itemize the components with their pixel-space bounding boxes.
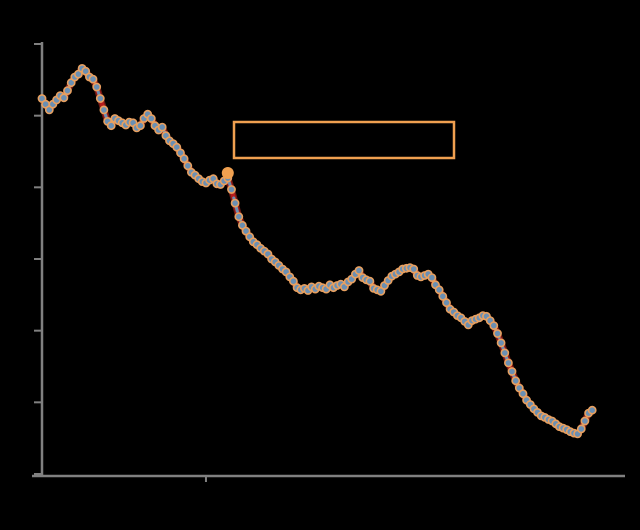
data-point-54 <box>234 212 244 222</box>
data-point-90 <box>365 276 375 286</box>
data-point-111 <box>442 298 451 308</box>
data-point-16 <box>95 94 105 103</box>
data-point-6 <box>59 93 69 103</box>
data-point-149 <box>580 416 590 426</box>
data-point-128 <box>503 358 513 368</box>
data-point-33 <box>157 122 167 132</box>
data-point-40 <box>183 161 193 171</box>
data-point-151 <box>587 405 597 415</box>
series-markers <box>37 64 597 439</box>
data-point-107 <box>427 273 437 282</box>
data-point-124 <box>489 321 499 330</box>
data-point-127 <box>500 348 510 358</box>
data-point-14 <box>88 74 98 84</box>
data-point-39 <box>179 154 189 164</box>
data-point-109 <box>434 285 444 295</box>
axes <box>32 42 625 482</box>
data-point-17 <box>99 105 109 115</box>
data-point-87 <box>354 266 364 275</box>
annotation-box <box>232 120 456 160</box>
highlight-point <box>221 167 234 179</box>
highlight-group <box>221 167 234 179</box>
data-point-125 <box>493 329 502 338</box>
data-point-129 <box>507 367 517 376</box>
data-point-15 <box>92 82 102 92</box>
data-point-52 <box>227 185 236 194</box>
data-point-130 <box>511 376 521 386</box>
data-point-69 <box>288 276 298 286</box>
data-point-7 <box>63 86 72 95</box>
data-point-110 <box>438 291 448 301</box>
data-point-27 <box>135 121 145 131</box>
data-point-19 <box>106 121 116 131</box>
data-point-132 <box>518 389 528 399</box>
data-point-53 <box>230 198 240 208</box>
data-point-148 <box>576 424 586 434</box>
data-point-30 <box>146 114 156 123</box>
data-point-102 <box>409 264 419 274</box>
data-point-126 <box>496 338 506 348</box>
annotation <box>232 120 456 160</box>
